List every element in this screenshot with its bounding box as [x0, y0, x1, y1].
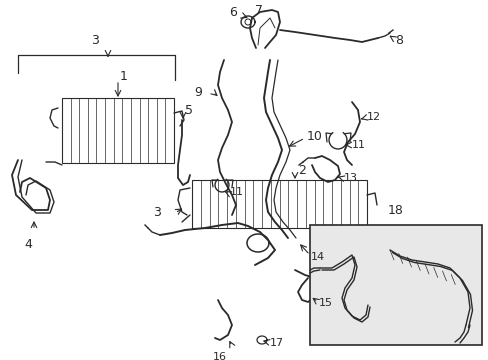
Bar	[309, 225, 481, 345]
Text: 10: 10	[306, 130, 322, 144]
Text: 5: 5	[184, 104, 193, 117]
Bar	[62, 98, 174, 163]
Text: 13: 13	[343, 173, 357, 183]
Text: 1: 1	[120, 71, 128, 84]
Text: 11: 11	[229, 187, 244, 197]
Text: 12: 12	[366, 112, 380, 122]
Text: 8: 8	[394, 33, 402, 46]
Text: 3: 3	[91, 34, 99, 47]
Text: 7: 7	[254, 4, 263, 17]
Text: 17: 17	[269, 338, 284, 348]
Text: 11: 11	[351, 140, 365, 150]
Text: 4: 4	[24, 238, 32, 251]
Text: 3: 3	[153, 207, 161, 220]
Text: 15: 15	[318, 298, 332, 308]
Bar	[192, 180, 366, 228]
Text: 6: 6	[229, 5, 237, 18]
Text: 2: 2	[297, 163, 305, 176]
Text: 9: 9	[194, 85, 202, 99]
Text: 14: 14	[310, 252, 325, 262]
Text: 16: 16	[213, 352, 226, 360]
Text: 18: 18	[387, 204, 403, 217]
